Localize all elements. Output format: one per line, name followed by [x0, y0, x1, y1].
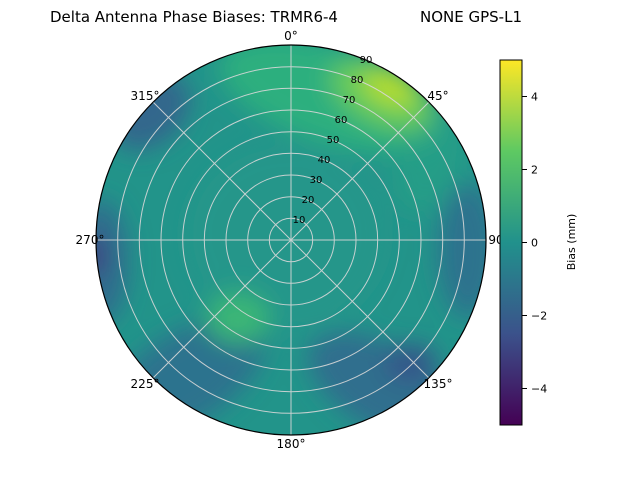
theta-label-135: 135° [424, 377, 453, 391]
polar-grid [96, 45, 486, 435]
r-label-50: 50 [327, 135, 340, 146]
theta-label-315: 315° [131, 89, 160, 103]
colorbar-tick-label-0: 0 [531, 237, 538, 250]
contour-blob [206, 292, 270, 344]
colorbar-tick-label-4: 4 [531, 91, 538, 104]
colorbar-axis-label: Bias (mm) [565, 214, 578, 271]
page-subtitle: NONE GPS-L1 [420, 8, 522, 26]
r-tick-labels: 10 20 30 40 50 60 70 80 90 [293, 55, 373, 226]
colorbar-tick-labels: 4 2 0 −2 −4 [531, 91, 547, 396]
colorbar-tick-label-n2: −2 [531, 310, 547, 323]
contour-blob [185, 140, 385, 330]
page-title: Delta Antenna Phase Biases: TRMR6-4 [50, 8, 338, 26]
r-label-40: 40 [318, 155, 331, 166]
grid-spoke [152, 101, 430, 379]
r-label-20: 20 [302, 195, 315, 206]
theta-label-270: 270° [76, 233, 105, 247]
colorbar-tick-label-n4: −4 [531, 383, 547, 396]
r-label-80: 80 [351, 75, 364, 86]
theta-label-180: 180° [277, 437, 306, 451]
colorbar: 4 2 0 −2 −4 Bias (mm) [499, 59, 578, 426]
theta-tick-labels: 0° 45° 90 135° 180° 225° 270° 315° [76, 29, 504, 451]
r-label-90: 90 [360, 55, 373, 66]
polar-outline [95, 44, 487, 436]
contour-blob [386, 344, 438, 380]
r-label-10: 10 [293, 215, 306, 226]
theta-label-0: 0° [284, 29, 298, 43]
r-label-60: 60 [335, 115, 348, 126]
colorbar-ticks [522, 96, 527, 389]
theta-label-45: 45° [427, 89, 448, 103]
contour-blob [438, 182, 486, 318]
contour-blob [392, 106, 468, 214]
r-label-30: 30 [310, 175, 323, 186]
colorbar-gradient [499, 59, 523, 426]
theta-label-225: 225° [131, 377, 160, 391]
colorbar-tick-label-2: 2 [531, 164, 538, 177]
r-label-70: 70 [343, 95, 356, 106]
